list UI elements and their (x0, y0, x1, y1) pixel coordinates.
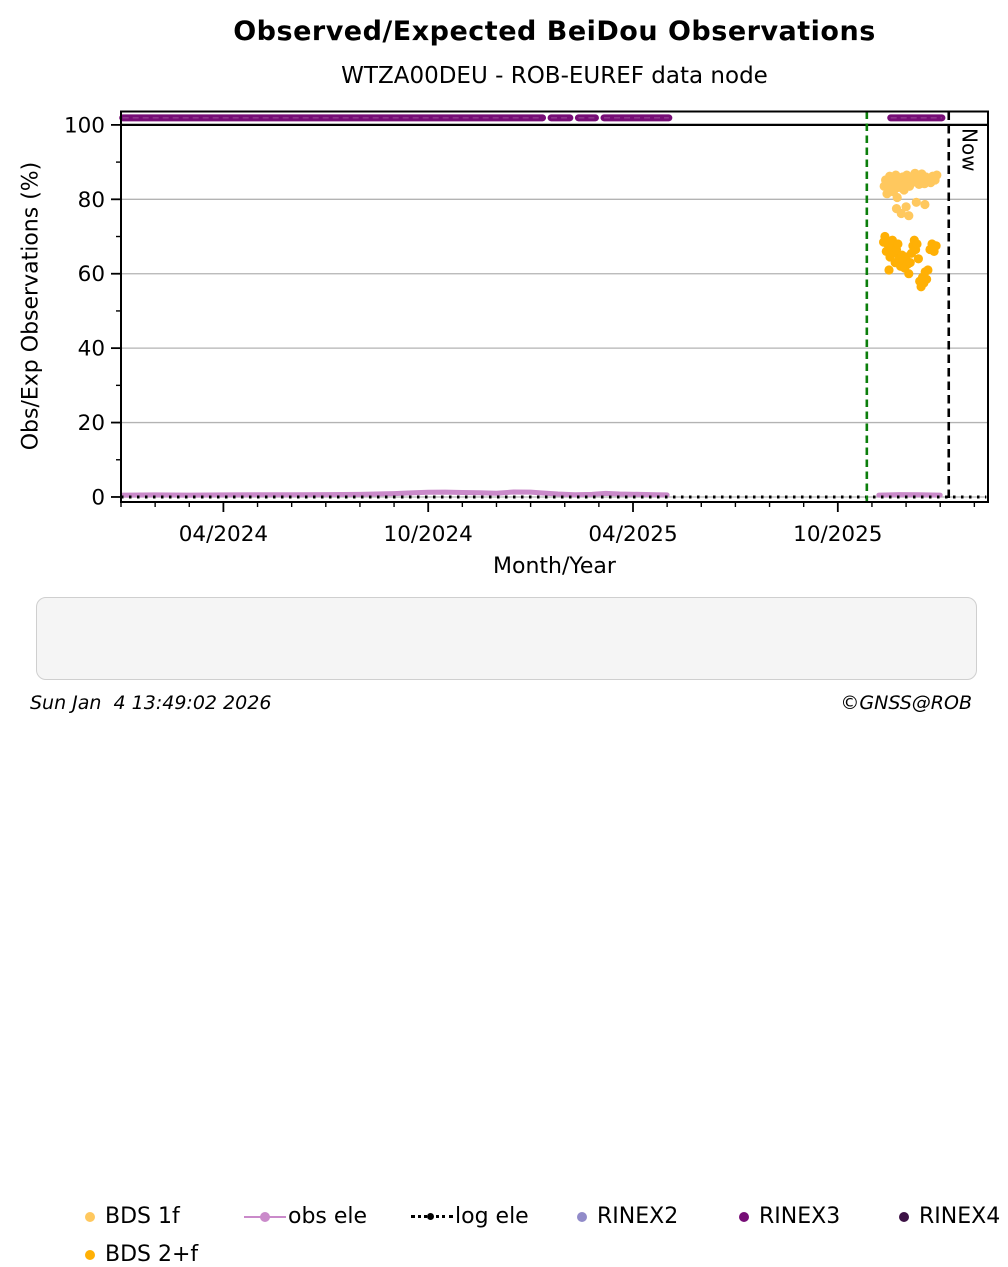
series-point-bds-1f (911, 197, 921, 207)
x-axis-label: Month/Year (493, 554, 616, 579)
obs-ele-marker-icon (244, 1211, 286, 1223)
x-tick-label: 10/2024 (384, 522, 473, 547)
series-point-bds-1f (896, 208, 906, 219)
plot-area: 04/2024 10/2024 04/2025 10/2025 0 20 40 60 80 100… (64, 110, 989, 547)
x-tick-label: 04/2024 (179, 522, 268, 547)
series-point-bds-1f (920, 199, 930, 210)
legend-item-rinex2: RINEX2 (577, 1204, 678, 1229)
credit-text: ©GNSS@ROB (840, 692, 972, 714)
y-axis-label: Obs/Exp Observations (%) (18, 161, 44, 451)
series-point-bds-1f (892, 192, 902, 203)
legend-label: BDS 1f (105, 1204, 180, 1229)
bds-1f-marker-icon (85, 1211, 95, 1222)
rinex2-marker-icon (577, 1211, 587, 1222)
x-tick-label: 04/2025 (588, 522, 677, 547)
bds-2f-marker-icon (85, 1249, 95, 1260)
timestamp-text: Sun Jan 4 13:49:02 2026 (30, 692, 272, 714)
legend-item-log-ele: log ele (411, 1204, 529, 1229)
legend-label: RINEX2 (597, 1204, 679, 1229)
y-tick-label: 20 (78, 411, 105, 436)
y-tick-label: 40 (78, 337, 105, 362)
y-tick-label: 100 (64, 113, 105, 138)
series-point-bds-2-f (913, 254, 924, 264)
chart-subtitle: WTZA00DEU - ROB-EUREF data node (341, 63, 768, 89)
legend-label: obs ele (288, 1204, 368, 1229)
series-point-bds-2-f (904, 269, 914, 279)
rinex4-marker-icon (899, 1211, 909, 1222)
legend-label: RINEX4 (919, 1204, 1001, 1229)
chart-title: Observed/Expected BeiDou Observations (233, 16, 876, 47)
series-point-bds-2-f (893, 239, 903, 249)
x-tick-label: 10/2025 (793, 522, 882, 547)
series-point-bds-1f (901, 202, 911, 212)
legend-label: RINEX3 (759, 1204, 841, 1229)
legend-box: BDS 1f obs ele log ele RINEX2 RINEX3 RIN… (36, 597, 1000, 1267)
legend-item-rinex4: RINEX4 (899, 1204, 1000, 1229)
legend-item-bds-2f: BDS 2+f (85, 1242, 198, 1267)
series-point-bds-2-f (905, 258, 915, 268)
series-point-bds-2-f (922, 274, 932, 284)
legend-label: BDS 2+f (105, 1242, 199, 1267)
legend-label: log ele (455, 1204, 529, 1229)
series-point-bds-2-f (912, 239, 922, 249)
legend-item-bds-1f: BDS 1f (85, 1204, 180, 1229)
series-point-bds-2-f (880, 231, 890, 242)
series-point-bds-2-f (923, 265, 933, 275)
legend-item-obs-ele: obs ele (244, 1204, 367, 1229)
log-ele-marker-icon (411, 1211, 453, 1223)
legend-item-rinex3: RINEX3 (739, 1204, 840, 1229)
y-tick-label: 60 (78, 262, 105, 287)
now-label: Now (958, 128, 982, 172)
rinex3-marker-icon (739, 1211, 749, 1222)
series-point-bds-1f (932, 170, 942, 180)
series-obs-ele (876, 492, 943, 498)
series-point-bds-1f (904, 211, 914, 221)
series-point-bds-2-f (931, 241, 941, 251)
y-tick-label: 80 (78, 188, 105, 213)
plot-border (120, 110, 989, 503)
series-point-bds-2-f (884, 265, 894, 275)
y-tick-label: 0 (91, 485, 105, 510)
series-obs-ele (120, 489, 670, 498)
